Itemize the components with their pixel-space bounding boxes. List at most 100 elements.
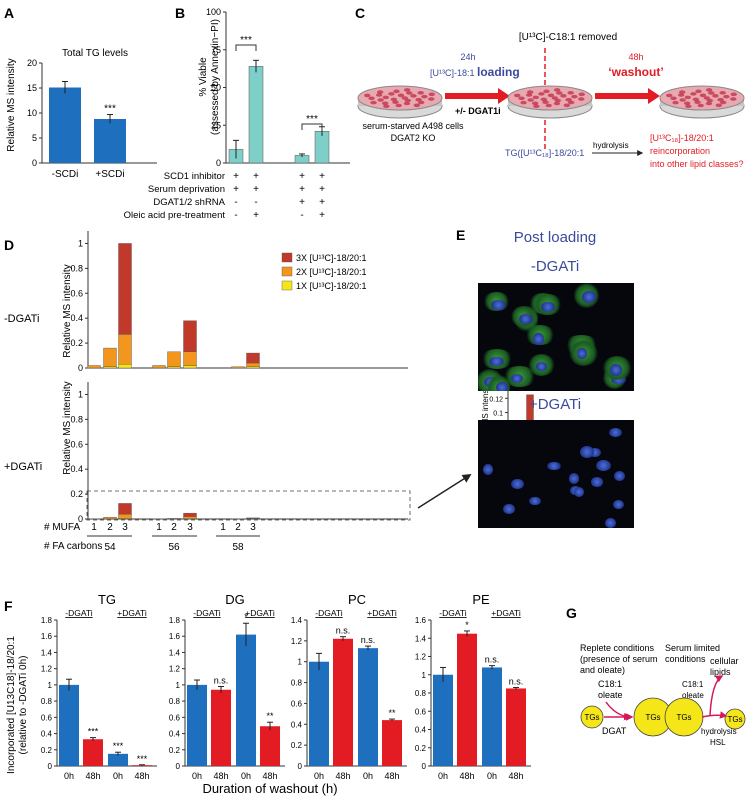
- panel-b-condition-mark: +: [319, 197, 325, 208]
- dish-cell: [730, 97, 737, 101]
- panel-f-y-tick-label: 1.8: [169, 616, 181, 625]
- panel-b-condition-mark: +: [233, 184, 239, 195]
- dish-cell: [553, 88, 561, 92]
- panel-f-y-tick-label: 1.2: [41, 665, 53, 674]
- panel-f-bar: [236, 634, 256, 766]
- panel-d-bar-segment: [231, 366, 245, 369]
- panel-d-legend-swatch: [281, 280, 293, 291]
- micro-nucleus: [495, 381, 509, 391]
- panel-a-y-tick-label: 10: [27, 108, 37, 118]
- panel-c-arrow-1-head: [498, 88, 510, 104]
- panel-f-y-tick-label: 0.6: [415, 707, 427, 716]
- panel-d-zoom-box: [86, 490, 411, 521]
- micro-nucleus: [609, 427, 623, 437]
- panel-a-x-label: -SCDi: [52, 169, 79, 180]
- panel-b-condition-mark: +: [299, 197, 305, 208]
- panel-g-serum-2: conditions: [665, 654, 706, 664]
- panel-f-y-tick-label: 0.8: [41, 697, 53, 706]
- panel-c-tg-label: TG([U¹³C₁₈]-18/20:1: [505, 148, 584, 158]
- dish-cell: [730, 92, 737, 97]
- panel-b-y-tick-label: 75: [211, 45, 221, 55]
- panel-a-bar: [94, 119, 126, 163]
- panel-d-fa-label: # FA carbons: [44, 541, 102, 552]
- dish-cell: [404, 98, 411, 103]
- panel-d-group-label: 54: [104, 542, 116, 553]
- panel-f-y-tick-label: 0.6: [41, 713, 53, 722]
- panel-f-bar: [482, 667, 502, 766]
- dish-cell: [368, 96, 375, 101]
- panel-f-y-tick-label: 0.2: [415, 744, 427, 753]
- panel-c-48h: 48h: [628, 52, 643, 62]
- panel-f-significance: ***: [113, 741, 124, 751]
- panel-b-y-tick-label: 25: [211, 120, 221, 130]
- panel-f-x-tick-label: 0h: [113, 771, 123, 781]
- panel-d-y-tick-label: 0: [78, 363, 83, 373]
- panel-b-condition-mark: +: [299, 184, 305, 195]
- dish-cell: [415, 97, 422, 102]
- panel-f-bar: [59, 684, 79, 766]
- panel-f-letter: F: [4, 598, 13, 614]
- panel-g-dgat-label: DGAT: [602, 726, 627, 736]
- panel-f-y-tick-label: 0: [176, 762, 181, 771]
- panel-d-bar-segment: [246, 362, 260, 367]
- panel-e-bottom-label: +DGATi: [529, 396, 581, 413]
- panel-d-bar-segment: [183, 365, 197, 369]
- panel-b-condition-mark: +: [233, 171, 239, 182]
- dish-cell: [679, 98, 686, 102]
- panel-d-y-tick-label: 1: [78, 389, 83, 399]
- panel-f-x-tick-label: 48h: [213, 771, 228, 781]
- panel-a-y-tick-label: 0: [32, 158, 37, 168]
- micro-nucleus: [612, 499, 624, 510]
- panel-f-minus-label: -DGATi: [315, 608, 342, 618]
- dish-cell: [553, 101, 561, 106]
- dish-cell: [370, 100, 377, 105]
- panel-d-bar-segment: [167, 351, 181, 367]
- panel-f-y-tick-label: 0: [298, 762, 303, 771]
- panel-f-plus-label: +DGATi: [367, 608, 397, 618]
- panel-d-bar-segment: [118, 334, 132, 365]
- panel-b-sig-bracket: [301, 123, 323, 130]
- dish-cell: [565, 97, 572, 102]
- panel-f-y-tick-label: 0.8: [415, 689, 427, 698]
- panel-c-question-3: into other lipid classes?: [650, 159, 744, 169]
- panel-d-bar-segment: [183, 516, 197, 519]
- panel-d-bar-segment: [246, 352, 260, 364]
- panel-d-row-minus: -DGATi: [4, 313, 39, 325]
- panel-d-mufa-tick: 1: [220, 522, 226, 533]
- panel-f-bar: [506, 688, 526, 766]
- panel-f-y-tick-label: 0: [422, 762, 427, 771]
- panel-f-y-tick-label: 1.2: [415, 653, 427, 662]
- micro-nucleus: [541, 301, 555, 312]
- panel-d-bar-segment: [183, 351, 197, 366]
- panel-c-question-1: [U¹³C₁₈]-18/20:1: [650, 133, 714, 143]
- panel-f-x-tick-label: 48h: [508, 771, 523, 781]
- panel-b-condition-mark: +: [299, 171, 305, 182]
- panel-f-significance: n.s.: [336, 626, 351, 636]
- panel-b-bar: [248, 66, 264, 164]
- panel-a-plot: 0 5 10 15 20 -SCDi +SCDi ***: [27, 58, 157, 180]
- panel-g-hydrolysis-label: hydrolysis: [701, 727, 737, 736]
- dish-cell: [382, 95, 389, 100]
- panel-g-tg-droplet-serum-small: [724, 708, 746, 730]
- micro-nucleus: [503, 503, 515, 515]
- dish-cell: [670, 96, 677, 101]
- panel-f-x-tick-label: 0h: [438, 771, 448, 781]
- panel-b-condition-mark: +: [319, 184, 325, 195]
- panel-d-mufa-tick: 3: [250, 522, 256, 533]
- panel-e: E Post loading -DGATi +DGATi: [456, 227, 596, 413]
- panel-g-c18-b: C18:1: [682, 680, 704, 689]
- panel-b-condition-label: SCD1 inhibitor: [164, 171, 225, 182]
- dish-cell: [708, 91, 715, 95]
- panel-b-condition-mark: +: [253, 210, 259, 221]
- micro-nucleus: [609, 364, 623, 376]
- dish-cell: [375, 93, 383, 97]
- panel-f-ylabel-1: Incorporated [U13C18]-18/20:1: [6, 636, 17, 774]
- panel-d-bar-segment: [87, 365, 101, 369]
- panel-c-arrow-2-head: [648, 88, 660, 104]
- micro-nucleus: [588, 447, 602, 457]
- dish-cell: [428, 97, 435, 101]
- panel-g-serum-1: Serum limited: [665, 643, 720, 653]
- micro-image-plus-dgati: [478, 420, 634, 528]
- panel-b-condition-mark: -: [234, 210, 237, 221]
- micro-nucleus: [519, 313, 533, 325]
